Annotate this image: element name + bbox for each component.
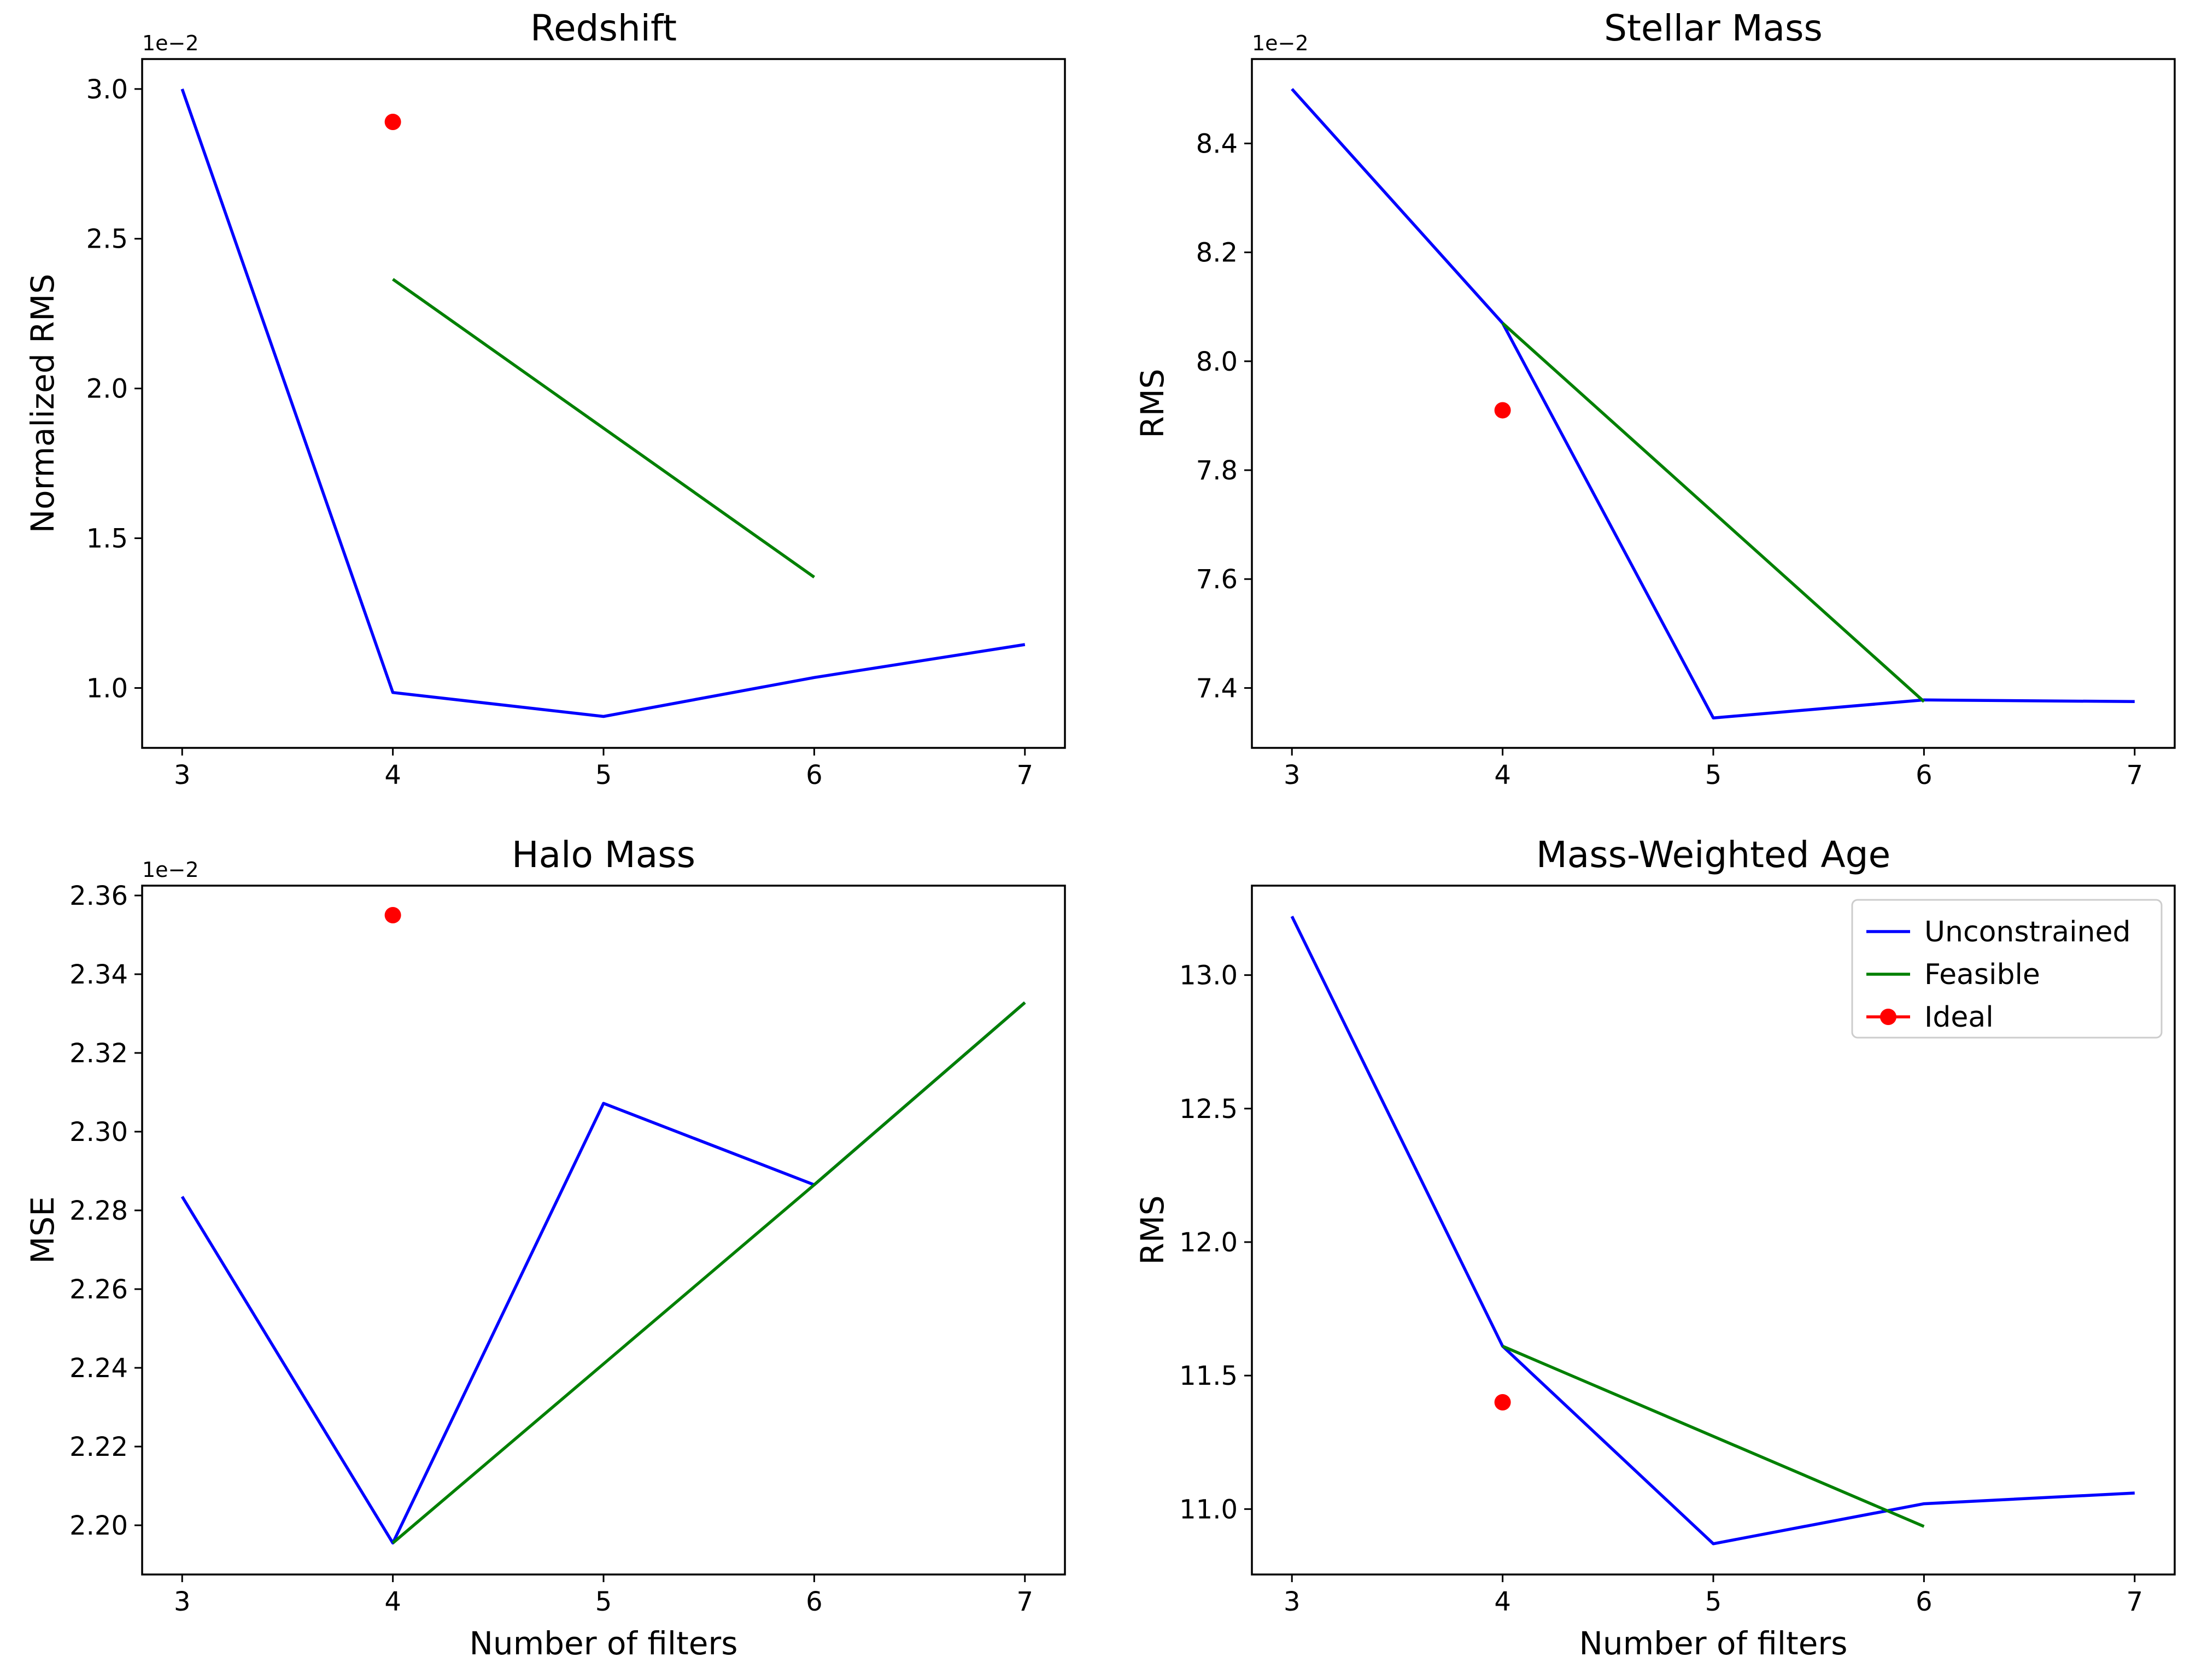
ideal-point — [384, 907, 401, 923]
y-tick-label: 2.36 — [69, 881, 128, 911]
x-tick-label: 3 — [1284, 760, 1301, 791]
x-tick-label: 5 — [1705, 1587, 1722, 1617]
panel-stellar: 3 4 5 6 7 7.4 7.6 7.8 8.0 8.2 8.4 1e−2 Stellar Mass R… — [1134, 7, 2176, 791]
y-tick-label: 11.5 — [1179, 1361, 1238, 1391]
x-tick-label: 5 — [1705, 760, 1722, 791]
y-offset-label: 1e−2 — [1252, 31, 1309, 55]
axes-frame — [141, 885, 1066, 1576]
x-tick-label: 6 — [1916, 760, 1933, 791]
y-tick-label: 8.2 — [1196, 238, 1238, 268]
y-tick-label: 2.24 — [69, 1353, 128, 1384]
y-axis-label: RMS — [1134, 368, 1171, 438]
y-tick-label: 7.8 — [1196, 455, 1238, 486]
y-tick-label: 2.5 — [86, 224, 128, 255]
feasible-line — [392, 278, 815, 578]
y-tick-label: 2.34 — [69, 959, 128, 990]
unconstrained-line — [180, 1001, 1026, 1545]
x-tick-label: 7 — [2127, 1587, 2144, 1617]
x-tick-label: 5 — [595, 760, 612, 791]
x-tick-label: 7 — [1017, 1587, 1034, 1617]
y-tick-label: 1.0 — [86, 673, 128, 704]
x-tick-label: 3 — [1284, 1587, 1301, 1617]
legend-label-unconstrained: Unconstrained — [1924, 916, 2131, 949]
y-tick-label: 2.20 — [69, 1511, 128, 1541]
legend-label-ideal: Ideal — [1924, 1001, 1994, 1034]
x-tick-label: 7 — [1017, 760, 1034, 791]
unconstrained-line — [180, 88, 1026, 718]
y-axis-label: Normalized RMS — [24, 274, 61, 534]
ideal-point — [384, 114, 401, 131]
y-tick-label: 7.6 — [1196, 564, 1238, 595]
y-tick-label: 2.32 — [69, 1038, 128, 1069]
legend: Unconstrained Feasible Ideal — [1851, 899, 2163, 1039]
y-tick-label: 12.0 — [1179, 1227, 1238, 1258]
x-axis-label: Number of filters — [1579, 1625, 1848, 1662]
y-tick-label: 12.5 — [1179, 1094, 1238, 1125]
panel-redshift: 3 4 5 6 7 1.0 1.5 2.0 2.5 3.0 1e−2 Redshift Normaliz… — [24, 7, 1066, 791]
y-tick-label: 8.4 — [1196, 128, 1238, 159]
x-tick-label: 4 — [1494, 760, 1511, 791]
y-tick-label: 1.5 — [86, 524, 128, 554]
y-axis-label: RMS — [1134, 1195, 1171, 1265]
y-axis-label: MSE — [24, 1196, 61, 1264]
x-tick-label: 3 — [174, 1587, 191, 1617]
panel-title: Halo Mass — [512, 834, 695, 876]
y-tick-label: 11.0 — [1179, 1494, 1238, 1525]
panel-title: Stellar Mass — [1604, 7, 1823, 49]
y-tick-label: 2.30 — [69, 1117, 128, 1148]
legend-marker-ideal — [1880, 1009, 1896, 1025]
x-tick-label: 4 — [384, 760, 401, 791]
panel-title: Redshift — [530, 7, 677, 49]
y-tick-label: 8.0 — [1196, 347, 1238, 377]
y-tick-label: 13.0 — [1179, 961, 1238, 991]
y-tick-label: 3.0 — [86, 74, 128, 105]
x-tick-label: 6 — [806, 1587, 823, 1617]
feasible-line — [1502, 1344, 1925, 1528]
y-offset-label: 1e−2 — [142, 31, 199, 55]
ideal-point — [1494, 1394, 1511, 1410]
x-tick-label: 4 — [384, 1587, 401, 1617]
y-tick-label: 2.26 — [69, 1274, 128, 1305]
x-axis-label: Number of filters — [470, 1625, 738, 1662]
y-tick-label: 2.28 — [69, 1196, 128, 1226]
panel-age: 3 4 5 6 7 11.0 11.5 12.0 12.5 13.0 Mass-Weighted A… — [1134, 834, 2176, 1662]
x-tick-label: 3 — [174, 760, 191, 791]
legend-box — [1851, 899, 2163, 1039]
axes-frame — [141, 58, 1066, 749]
unconstrained-line — [1291, 87, 2135, 719]
x-tick-label: 7 — [2127, 760, 2144, 791]
feasible-line — [1501, 322, 1925, 703]
feasible-line — [391, 1001, 1026, 1544]
y-tick-label: 7.4 — [1196, 673, 1238, 704]
unconstrained-line — [1290, 915, 2135, 1546]
x-tick-label: 6 — [1916, 1587, 1933, 1617]
panel-halo: 3 4 5 6 7 2.20 2.22 2.24 2.26 2.28 2.30 2.32 2.34 2.3… — [24, 834, 1066, 1662]
panel-title: Mass-Weighted Age — [1536, 834, 1890, 876]
ideal-point — [1494, 402, 1511, 419]
axes-frame — [1251, 58, 2176, 749]
legend-label-feasible: Feasible — [1924, 958, 2040, 991]
x-tick-label: 5 — [595, 1587, 612, 1617]
x-tick-label: 6 — [806, 760, 823, 791]
y-offset-label: 1e−2 — [142, 858, 199, 882]
y-tick-label: 2.22 — [69, 1432, 128, 1462]
x-tick-label: 4 — [1494, 1587, 1511, 1617]
y-tick-label: 2.0 — [86, 374, 128, 405]
